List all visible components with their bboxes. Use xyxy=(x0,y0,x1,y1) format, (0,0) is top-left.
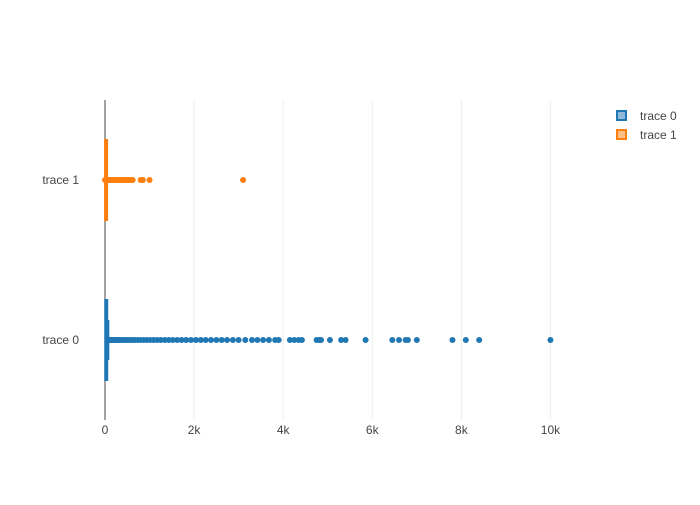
outlier-0-63 xyxy=(396,337,402,343)
legend-item-trace-0[interactable]: trace 0 xyxy=(616,106,696,125)
outlier-0-50 xyxy=(275,337,282,343)
legend[interactable]: trace 0 trace 1 xyxy=(616,106,696,144)
outlier-0-30 xyxy=(169,337,176,343)
outlier-0-45 xyxy=(249,337,255,343)
x-tick-label-2: 4k xyxy=(277,423,291,437)
outlier-0-35 xyxy=(192,337,199,343)
outlier-0-42 xyxy=(229,337,236,343)
outlier-0-48 xyxy=(265,337,272,343)
outlier-0-59 xyxy=(338,337,345,343)
outlier-0-44 xyxy=(242,337,249,343)
outlier-0-32 xyxy=(178,337,185,343)
y-tick-label-1: trace 1 xyxy=(42,173,79,187)
outlier-0-46 xyxy=(254,337,261,343)
legend-swatch-trace-0 xyxy=(616,110,627,121)
outlier-0-51 xyxy=(286,337,293,343)
outlier-0-37 xyxy=(202,337,209,343)
outlier-0-43 xyxy=(235,337,242,343)
legend-item-trace-1[interactable]: trace 1 xyxy=(616,125,696,144)
outlier-0-70 xyxy=(547,337,554,343)
outlier-1-23 xyxy=(240,177,247,183)
outlier-0-60 xyxy=(342,337,349,343)
y-tick-label-0: trace 0 xyxy=(42,333,79,347)
outlier-0-38 xyxy=(208,337,215,343)
x-tick-label-4: 8k xyxy=(455,423,469,437)
x-tick-label-0: 0 xyxy=(102,423,109,437)
outlier-0-39 xyxy=(213,337,220,343)
outlier-0-34 xyxy=(187,337,194,343)
outlier-0-36 xyxy=(197,337,204,343)
outlier-0-47 xyxy=(260,337,267,343)
outlier-0-52 xyxy=(291,337,298,343)
outlier-0-33 xyxy=(183,337,190,343)
outlier-1-21 xyxy=(139,177,146,183)
outlier-0-69 xyxy=(476,337,483,343)
x-tick-label-1: 2k xyxy=(188,423,202,437)
outlier-0-65 xyxy=(404,337,411,343)
outlier-0-62 xyxy=(389,337,396,343)
outlier-0-41 xyxy=(224,337,231,343)
outlier-0-68 xyxy=(462,337,469,343)
outlier-0-57 xyxy=(318,337,325,343)
legend-swatch-trace-1 xyxy=(616,129,627,140)
outlier-0-58 xyxy=(326,337,333,343)
legend-label-trace-1: trace 1 xyxy=(640,127,677,142)
x-tick-label-3: 6k xyxy=(366,423,380,437)
x-tick-label-5: 10k xyxy=(541,423,561,437)
outlier-0-61 xyxy=(362,337,369,343)
outlier-0-66 xyxy=(413,337,420,343)
legend-label-trace-0: trace 0 xyxy=(640,108,677,123)
outlier-1-22 xyxy=(146,177,153,183)
outlier-0-67 xyxy=(449,337,456,343)
outlier-0-31 xyxy=(174,337,181,343)
outlier-0-54 xyxy=(298,337,305,343)
outlier-0-40 xyxy=(218,337,225,343)
outlier-1-19 xyxy=(129,177,136,183)
